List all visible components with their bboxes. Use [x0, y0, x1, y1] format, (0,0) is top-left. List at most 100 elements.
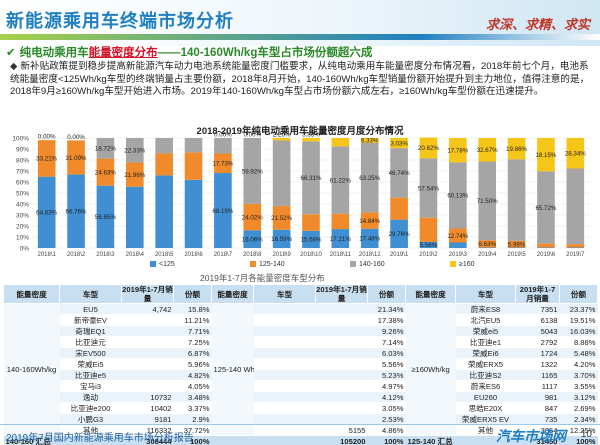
- share-cell: 4.12%: [367, 391, 406, 403]
- model-name-cell: 蔚来ES8: [455, 303, 516, 315]
- model-name-cell: 其他: [455, 424, 516, 436]
- x-tick-label: 2018\1: [38, 252, 57, 258]
- share-cell: 2.9%: [173, 413, 212, 425]
- data-label: 28.34%: [565, 151, 586, 158]
- bar-segment: [507, 247, 526, 248]
- brand-logo: 汽车市场网: [496, 426, 566, 445]
- table-header-cell: 份额: [367, 284, 406, 304]
- total-share-cell: 100%: [559, 435, 598, 445]
- bar-segment: [184, 138, 203, 153]
- sales-cell: [121, 358, 174, 370]
- data-label: 2.26%: [273, 132, 291, 139]
- bar-segment: [478, 138, 497, 162]
- sales-cell: [315, 303, 368, 315]
- data-label: 66.31%: [301, 175, 322, 182]
- table-row: 逸动 10732 3.48% 4.12% EU260 981 3.12%: [4, 391, 598, 403]
- bar-segment: [125, 162, 144, 187]
- bar-segment: [155, 138, 173, 154]
- model-name-cell: [253, 402, 316, 414]
- model-name-cell: 蔚来ES6: [455, 380, 516, 392]
- bar-segment: [155, 175, 173, 248]
- bar-segment: [302, 141, 320, 215]
- sales-cell: [315, 413, 368, 425]
- x-tick-label: 2018\11: [330, 252, 352, 258]
- share-cell: 4.97%: [367, 380, 406, 392]
- bar-segment: [37, 140, 56, 177]
- subtitle-prefix: 纯电动乘用车: [19, 47, 89, 59]
- sales-cell: 3854: [515, 424, 560, 436]
- table-header-cell: 能量密度: [211, 284, 254, 304]
- bar-segment: [272, 206, 291, 230]
- model-name-cell: [253, 413, 316, 425]
- bar-segment: [390, 148, 408, 198]
- sales-cell: 1117: [515, 380, 560, 392]
- bar-segment: [243, 138, 262, 204]
- bar-segment: [302, 138, 320, 142]
- model-name-cell: 宋EV500: [59, 347, 122, 359]
- bar-segment: [507, 240, 526, 248]
- table-header-cell: 车型: [253, 284, 316, 304]
- summary-text: 新补贴政策提到稳步提高新能源汽车动力电池系统能量密度门槛要求，从纯电动乘用车能量…: [10, 61, 590, 98]
- bar-segment: [566, 247, 585, 248]
- bar-segment: [390, 219, 408, 248]
- table-header-cell: 车型: [455, 284, 516, 304]
- total-sales-cell: 105200: [315, 435, 368, 445]
- check-icon: ✔: [6, 47, 16, 59]
- legend-swatch: [250, 261, 256, 267]
- model-name-cell: 其他: [59, 424, 122, 436]
- share-cell: 19.51%: [559, 314, 598, 326]
- x-tick-label: 2019\2: [419, 252, 438, 258]
- bar-segment: [478, 161, 497, 241]
- share-cell: 7.25%: [173, 336, 212, 348]
- data-label: 16.59%: [271, 236, 292, 243]
- y-tick-label: 0%: [20, 246, 30, 253]
- table-header-cell: 车型: [59, 284, 122, 304]
- data-label: 22.33%: [124, 148, 145, 155]
- total-sales-cell: 31450: [515, 435, 560, 445]
- model-name-cell: [253, 303, 316, 315]
- data-label: 0.00%: [243, 132, 261, 139]
- share-cell: 5.48%: [559, 347, 598, 359]
- sales-cell: [121, 314, 174, 326]
- legend-label: ≥160: [459, 261, 475, 268]
- data-label: 21.52%: [271, 215, 292, 222]
- legend-label: <125: [159, 261, 175, 268]
- bullet-icon: ◆: [10, 61, 18, 72]
- bar-segment: [478, 247, 497, 248]
- total-label-cell: 125-140 汇总: [405, 435, 516, 445]
- share-cell: 2.53%: [367, 413, 406, 425]
- bar-segment: [331, 213, 350, 230]
- page-title: 新能源乘用车终端市场分析: [6, 11, 234, 31]
- chart-title: 2018-2019年纯电动乘用车能量密度月度分布情况: [196, 126, 404, 137]
- table-row: 宝马i3 4.05% 4.97% 蔚来ES6 1117 3.55%: [4, 380, 598, 392]
- sales-cell: 1165: [515, 369, 560, 381]
- sales-cell: 9181: [121, 413, 174, 425]
- bar-segment: [272, 140, 291, 207]
- x-tick-label: 2019\5: [507, 252, 526, 258]
- model-name-cell: 荣威Ei6: [455, 347, 516, 359]
- sales-cell: 1322: [515, 358, 560, 370]
- data-label: 0.00%: [67, 134, 85, 141]
- bar-segment: [419, 137, 438, 159]
- bar-segment: [419, 241, 438, 248]
- logo-text: 汽车市场网: [496, 428, 566, 444]
- table-row: 其他 116332 37.72% 5155 4.86% 其他 3854 12.25%: [4, 424, 598, 436]
- share-cell: 3.37%: [173, 402, 212, 414]
- x-tick-label: 2019\1: [390, 252, 409, 258]
- y-tick-label: 80%: [16, 158, 29, 165]
- data-label: 57.54%: [418, 185, 439, 192]
- bar-segment: [243, 230, 262, 248]
- total-label-cell: [211, 435, 316, 445]
- table-row: 宋EV500 6.87% 6.03% 荣威Ei6 1724 5.48%: [4, 347, 598, 359]
- total-sales-cell: 308444: [121, 435, 174, 445]
- table-row: 比亚迪e200 10402 3.37% 3.05% 思皓E20X 847 2.69%: [4, 402, 598, 414]
- sales-cell: 1724: [515, 347, 560, 359]
- bar-segment: [419, 217, 438, 242]
- table-total-row: 140-160 汇总 308444 100% 105200 100% 125-140 汇总…: [3, 435, 598, 445]
- share-cell: 17.38%: [367, 314, 406, 326]
- bar-segment: [67, 140, 85, 175]
- data-label: 15.56%: [301, 237, 322, 244]
- bar-segment: [125, 138, 144, 163]
- data-label: 20.62%: [418, 145, 439, 152]
